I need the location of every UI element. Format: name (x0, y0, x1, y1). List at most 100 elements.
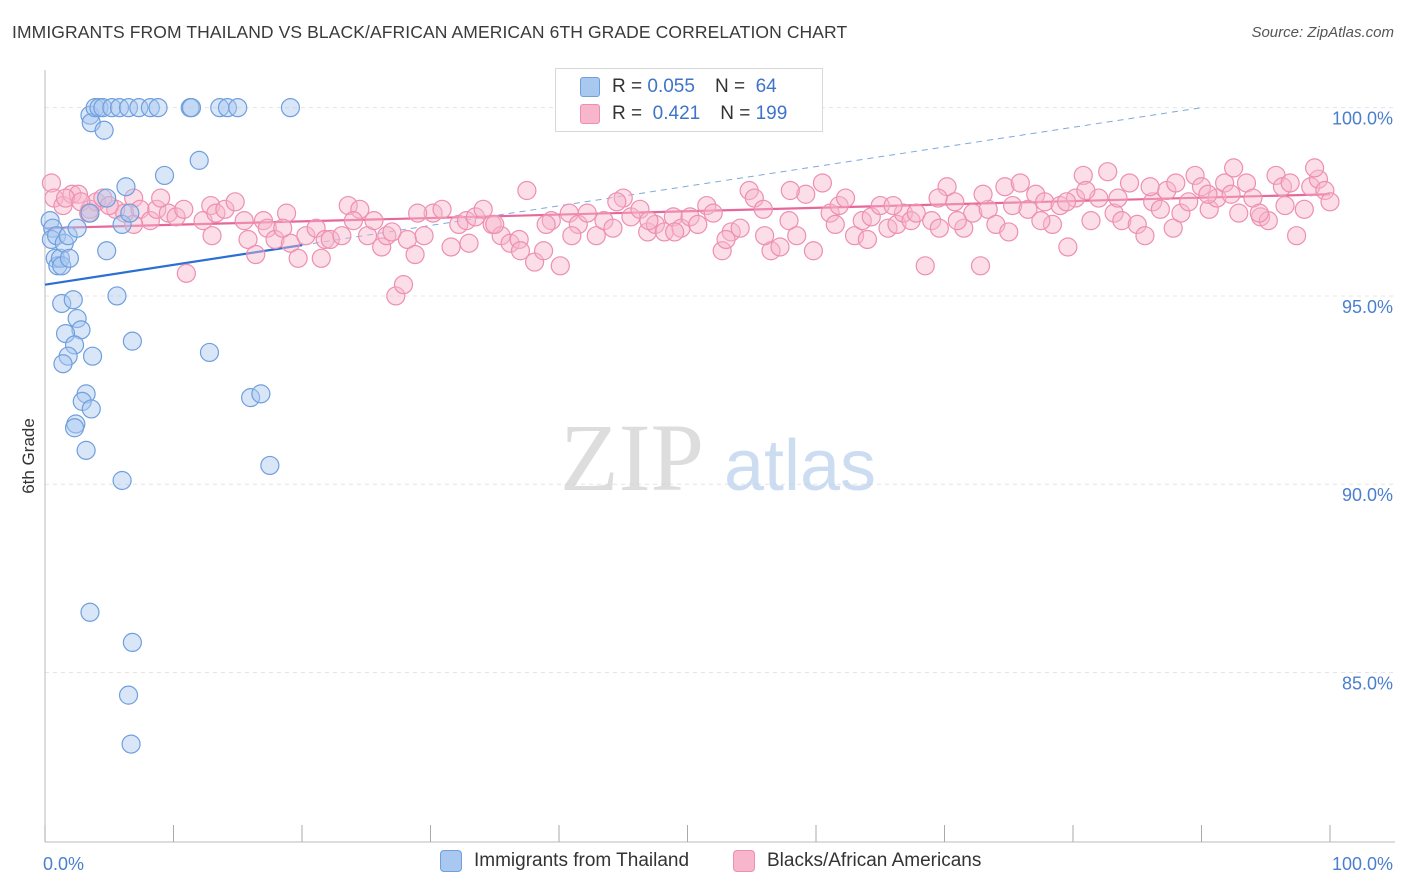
point-black-african-american (147, 199, 167, 219)
point-thailand (102, 98, 122, 118)
point-thailand (94, 120, 114, 140)
point-black-african-american (280, 233, 301, 253)
point-black-african-american (1286, 226, 1307, 246)
point-thailand (118, 685, 139, 705)
y-tick-label: 90.0% (1342, 485, 1393, 505)
point-thailand (97, 188, 117, 208)
point-black-african-american (311, 248, 331, 268)
point-black-african-american (1221, 184, 1241, 204)
point-black-african-american (680, 207, 700, 227)
point-black-african-american (320, 229, 340, 250)
legend-n-value: 199 (755, 103, 788, 124)
point-black-african-american (796, 184, 816, 204)
point-black-african-american (825, 214, 845, 234)
point-black-african-american (485, 214, 505, 234)
point-black-african-american (1098, 162, 1118, 182)
point-thailand (251, 384, 271, 404)
series-legend-black[interactable]: Blacks/African Americans (733, 850, 981, 872)
point-black-african-american (1224, 158, 1244, 178)
point-thailand (64, 418, 85, 438)
point-black-african-american (857, 229, 878, 250)
point-black-african-american (202, 226, 222, 246)
point-black-african-american (432, 199, 452, 219)
point-thailand (122, 331, 142, 351)
point-black-african-american (1315, 180, 1335, 201)
point-black-african-american (1308, 169, 1329, 189)
legend-r-value: 0.055 (647, 76, 695, 97)
point-black-african-american (663, 207, 683, 227)
point-black-african-american (915, 256, 935, 276)
point-black-african-american (1280, 173, 1300, 193)
point-black-african-american (803, 241, 824, 261)
legend-n-label: N = (714, 76, 746, 97)
point-black-african-american (382, 222, 402, 242)
point-black-african-american (716, 229, 736, 250)
point-black-african-american (835, 188, 856, 208)
chart-title: IMMIGRANTS FROM THAILAND VS BLACK/AFRICA… (12, 22, 848, 42)
point-black-african-american (176, 263, 196, 283)
point-black-african-american (225, 192, 245, 212)
x-tick-label: 0.0% (43, 854, 84, 874)
point-black-african-american (473, 199, 493, 219)
point-thailand (45, 248, 65, 268)
point-thailand (129, 98, 149, 118)
point-black-african-american (607, 192, 627, 212)
legend-r-label: R = (612, 76, 643, 97)
point-thailand (260, 455, 280, 476)
y-axis-label: 6th Grade (19, 418, 38, 494)
trend-line-thailand-extension (301, 107, 1202, 246)
point-black-african-american (234, 211, 254, 231)
point-thailand (280, 98, 301, 118)
point-black-african-american (947, 211, 967, 231)
point-black-african-american (1076, 180, 1096, 201)
point-black-african-american (1073, 165, 1093, 186)
point-black-african-american (1018, 199, 1038, 219)
point-black-african-american (906, 203, 926, 223)
point-thailand (52, 256, 72, 276)
point-black-african-american (603, 218, 623, 238)
point-black-african-american (1003, 195, 1023, 216)
point-black-african-american (124, 188, 144, 208)
point-black-african-american (1081, 211, 1101, 231)
point-black-african-american (770, 237, 790, 257)
watermark: ZIP atlas (560, 404, 876, 511)
point-black-african-american (393, 275, 414, 295)
legend-r-value: 0.421 (652, 103, 701, 124)
point-black-african-american (973, 184, 993, 204)
point-black-african-american (1320, 192, 1340, 212)
point-thailand (76, 440, 96, 460)
point-black-african-american (577, 203, 597, 223)
point-black-african-american (697, 195, 717, 216)
point-black-african-american (829, 195, 849, 216)
y-tick-label: 100.0% (1332, 109, 1393, 129)
point-black-african-american (1127, 214, 1147, 234)
point-black-african-american (754, 226, 775, 246)
point-thailand (189, 150, 209, 170)
watermark-atlas: atlas (724, 426, 876, 506)
point-black-african-american (703, 203, 723, 223)
point-black-african-american (550, 256, 570, 276)
point-black-african-american (257, 218, 277, 238)
point-black-african-american (541, 211, 561, 231)
series-legend-thailand[interactable]: Immigrants from Thailand (440, 850, 689, 872)
point-black-african-american (1035, 192, 1055, 212)
point-thailand (80, 203, 100, 223)
point-black-african-american (408, 203, 428, 223)
point-black-african-american (780, 180, 800, 201)
point-thailand (52, 293, 72, 314)
legend-row-thailand: R = 0.055 N = 64 (580, 74, 777, 100)
point-black-african-american (338, 195, 358, 216)
series-swatch-pink (733, 850, 755, 872)
axis-labels: 85.0% 90.0% 95.0% 100.0% 0.0% 100.0% 6th Grade (19, 109, 1393, 874)
point-black-african-american (151, 188, 171, 208)
point-black-african-american (332, 226, 352, 246)
point-thailand (228, 98, 248, 118)
point-thailand (97, 241, 117, 261)
point-thailand (53, 354, 73, 374)
point-black-african-american (441, 237, 461, 257)
point-thailand (82, 346, 103, 366)
point-thailand (122, 632, 142, 653)
point-black-african-american (954, 218, 974, 238)
point-black-african-american (174, 199, 194, 219)
point-black-african-american (779, 211, 799, 231)
